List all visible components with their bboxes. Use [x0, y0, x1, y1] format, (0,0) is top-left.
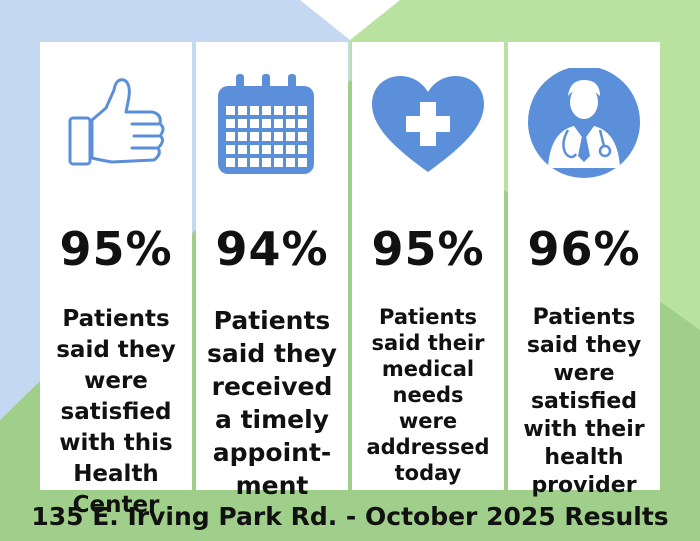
thumbs-up-icon	[68, 78, 165, 166]
calendar-cell	[298, 119, 307, 128]
calendar-cell	[298, 132, 307, 141]
calendar-cell	[238, 145, 247, 154]
calendar-cell	[250, 132, 259, 141]
calendar-cell	[226, 106, 235, 115]
calendar-cell	[226, 158, 235, 167]
calendar-cell	[274, 145, 283, 154]
calendar-cell	[274, 158, 283, 167]
calendar-cell	[226, 132, 235, 141]
calendar-cell	[262, 145, 271, 154]
calendar-cell	[238, 132, 247, 141]
calendar-cell	[298, 158, 307, 167]
calendar-cell	[274, 119, 283, 128]
calendar-cell	[238, 106, 247, 115]
calendar-cell	[298, 145, 307, 154]
heart-cross-icon	[372, 76, 484, 172]
calendar-cell	[250, 119, 259, 128]
calendar-cell	[250, 158, 259, 167]
stat-card-medical-needs: 95% Patients said their medical needs we…	[352, 42, 504, 490]
calendar-cell	[262, 106, 271, 115]
description: Patients said they were satisfied with t…	[523, 305, 645, 498]
footer-title: 135 E. Irving Park Rd. - October 2025 Re…	[31, 502, 669, 531]
doctor-icon	[528, 68, 640, 178]
percent-value: 95%	[371, 222, 485, 276]
calendar-cell	[286, 158, 295, 167]
description: Patients said they received a timely app…	[207, 306, 337, 500]
calendar-icon	[218, 74, 314, 174]
percent-value: 96%	[527, 222, 641, 276]
calendar-cell	[250, 106, 259, 115]
calendar-cell	[286, 119, 295, 128]
calendar-cell	[286, 132, 295, 141]
calendar-cell	[262, 158, 271, 167]
calendar-cell	[238, 158, 247, 167]
percent-value: 94%	[215, 222, 329, 276]
calendar-cell	[274, 132, 283, 141]
calendar-cell	[238, 119, 247, 128]
stat-card-health-center: 95% Patients said they were satisfied wi…	[40, 42, 192, 518]
percent-value: 95%	[59, 222, 173, 276]
calendar-cell	[286, 145, 295, 154]
description: Patients said their medical needs were a…	[366, 305, 490, 485]
calendar-cell	[226, 119, 235, 128]
calendar-cell	[262, 132, 271, 141]
calendar-cell	[274, 106, 283, 115]
calendar-cell	[298, 106, 307, 115]
description: Patients said they were satisfied with t…	[56, 306, 176, 518]
stat-card-timely-appointment: 94% Patients said they received a timely…	[196, 42, 348, 500]
calendar-cell	[226, 145, 235, 154]
calendar-cell	[262, 119, 271, 128]
calendar-cell	[250, 145, 259, 154]
stat-card-health-provider: 96% Patients said they were satisfied wi…	[508, 42, 660, 498]
calendar-cell	[286, 106, 295, 115]
